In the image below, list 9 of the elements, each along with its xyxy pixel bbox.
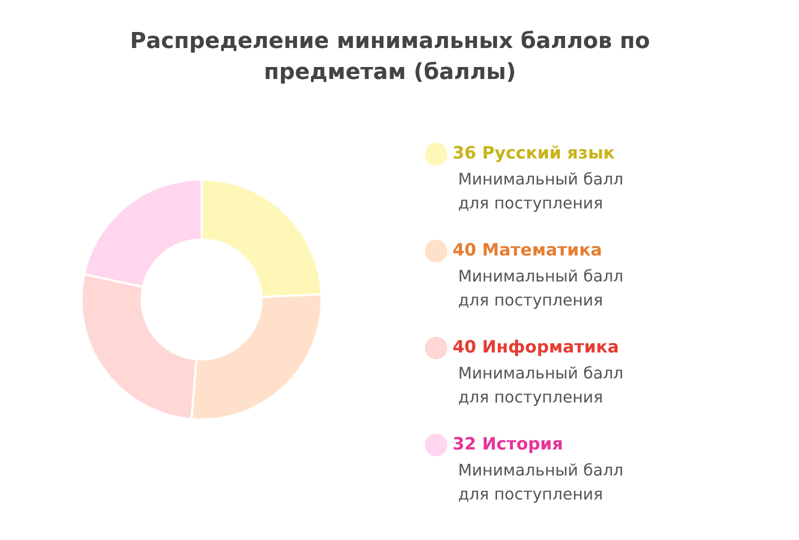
legend-label: 40 Информатика bbox=[452, 337, 619, 358]
text: Минимальный балл для поступления bbox=[458, 460, 624, 504]
legend-label: 40 Математика bbox=[452, 240, 602, 260]
text: Минимальный балл для поступления bbox=[458, 170, 624, 213]
legend-label: 36 Русский язык bbox=[452, 143, 616, 164]
text: Минимальный балл для поступления bbox=[458, 266, 624, 310]
legend-label: 32 История bbox=[452, 434, 564, 454]
text: Минимальный балл для поступления bbox=[458, 364, 624, 407]
chart-title: Распределение минимальных баллов по предметам (баллы) bbox=[128, 28, 652, 87]
